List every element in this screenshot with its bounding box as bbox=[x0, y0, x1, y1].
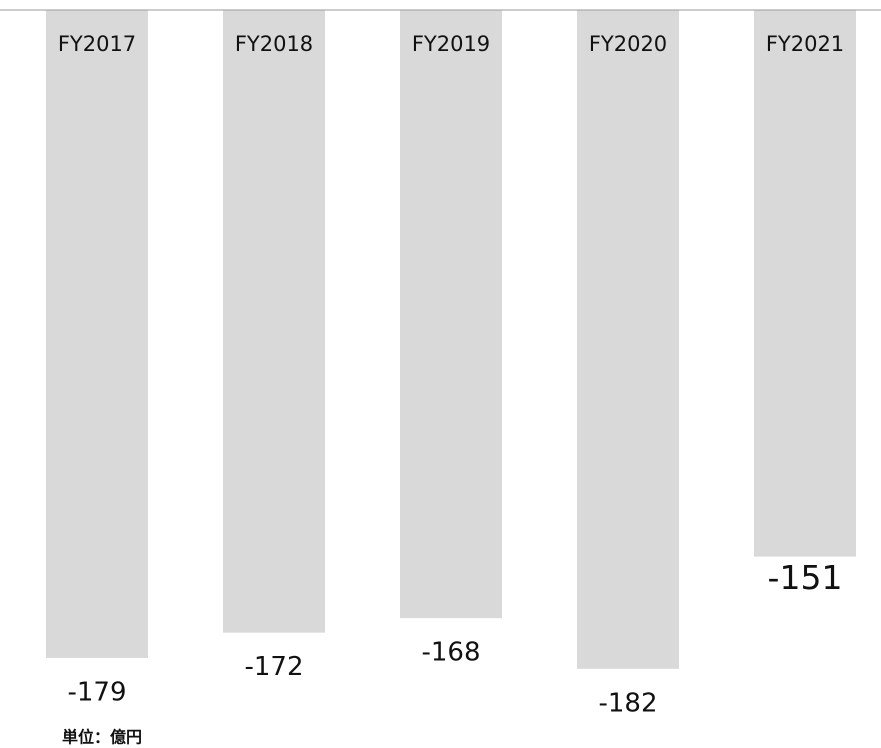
value-label: -179 bbox=[67, 677, 126, 707]
category-label: FY2019 bbox=[412, 32, 490, 56]
unit-label: 単位：億円 bbox=[62, 728, 142, 747]
value-label: -168 bbox=[421, 638, 480, 668]
value-label: -151 bbox=[768, 558, 843, 597]
bar bbox=[46, 10, 148, 658]
bar bbox=[577, 10, 679, 669]
bar bbox=[754, 10, 856, 557]
category-label: FY2021 bbox=[766, 32, 844, 56]
category-label: FY2018 bbox=[235, 32, 313, 56]
category-label: FY2020 bbox=[589, 32, 667, 56]
value-label: -172 bbox=[244, 652, 303, 682]
bar bbox=[400, 10, 502, 619]
bar bbox=[223, 10, 325, 633]
category-label: FY2017 bbox=[58, 32, 136, 56]
value-label: -182 bbox=[598, 688, 657, 718]
